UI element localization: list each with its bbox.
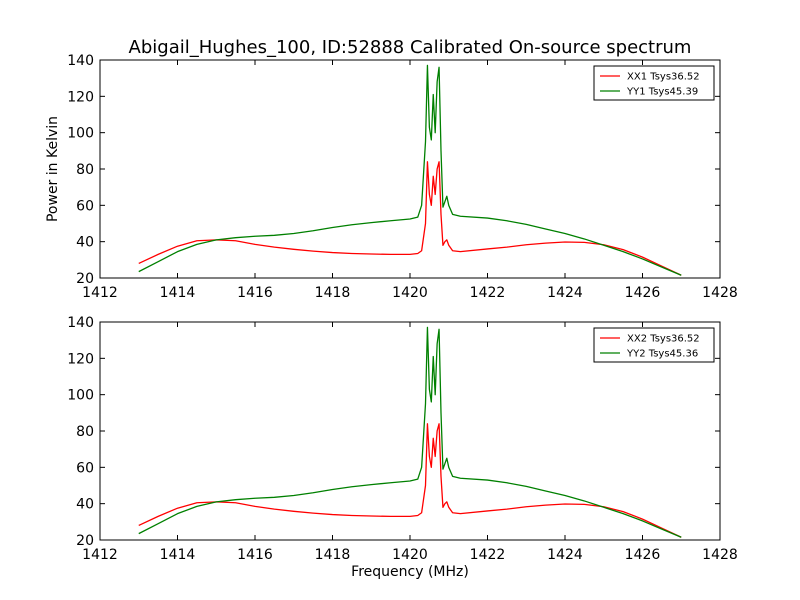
x-tick-label: 1428 (702, 547, 738, 563)
x-tick-label: 1418 (315, 285, 351, 301)
legend-label: XX2 Tsys36.52 (627, 334, 700, 345)
y-tick-label: 20 (76, 271, 94, 287)
chart-panel-2: 1412 1414 1416 1418 1420 1422 1424 1426 1428 20 40… (67, 315, 738, 563)
y-tick-label: 40 (76, 497, 94, 513)
figure-title: Abigail_Hughes_100, ID:52888 Calibrated … (129, 37, 692, 58)
legend-box (593, 327, 715, 363)
chart-panel-1: 1412 1414 1416 1418 1420 1422 1424 1426 1428 20 40… (67, 53, 738, 301)
x-tick-label: 1416 (237, 547, 273, 563)
x-tick-label: 1412 (82, 547, 118, 563)
y-tick-label: 20 (76, 533, 94, 549)
legend: XX2 Tsys36.52 YY2 Tsys45.36 (593, 327, 715, 363)
series-line-yy1 (138, 64, 682, 276)
y-tick-label: 120 (67, 89, 94, 105)
x-tick-label: 1420 (392, 547, 428, 563)
legend-box (593, 65, 715, 101)
y-tick-label: 60 (76, 198, 94, 214)
x-tick-label: 1420 (392, 285, 428, 301)
x-tick-label: 1414 (160, 285, 196, 301)
y-tick-label: 80 (76, 424, 94, 440)
x-tick-label: 1426 (625, 547, 661, 563)
legend-label: XX1 Tsys36.52 (627, 72, 700, 83)
y-tick-label: 60 (76, 460, 94, 476)
series-line-yy2 (138, 326, 682, 538)
x-axis-label: Frequency (MHz) (351, 564, 469, 580)
y-tick-label: 140 (67, 315, 94, 331)
y-tick-label: 100 (67, 126, 94, 142)
y-tick-label: 80 (76, 162, 94, 178)
x-tick-label: 1422 (470, 285, 506, 301)
x-tick-label: 1428 (702, 285, 738, 301)
plots-group: 1412 1414 1416 1418 1420 1422 1424 1426 1428 20 40… (67, 53, 738, 563)
x-tick-label: 1426 (625, 285, 661, 301)
x-tick-label: 1424 (547, 285, 583, 301)
x-tick-label: 1422 (470, 547, 506, 563)
x-tick-label: 1416 (237, 285, 273, 301)
legend-label: YY1 Tsys45.39 (626, 87, 698, 98)
y-tick-label: 100 (67, 388, 94, 404)
x-tick-label: 1424 (547, 547, 583, 563)
series-line-xx2 (138, 423, 682, 538)
legend: XX1 Tsys36.52 YY1 Tsys45.39 (593, 65, 715, 101)
x-tick-label: 1414 (160, 547, 196, 563)
y-tick-label: 40 (76, 235, 94, 251)
legend-label: YY2 Tsys45.36 (626, 349, 698, 360)
x-tick-label: 1412 (82, 285, 118, 301)
series-line-xx1 (138, 161, 682, 276)
y-tick-label: 140 (67, 53, 94, 69)
y-axis-label: Power in Kelvin (45, 116, 61, 222)
x-tick-label: 1418 (315, 547, 351, 563)
y-tick-label: 120 (67, 351, 94, 367)
